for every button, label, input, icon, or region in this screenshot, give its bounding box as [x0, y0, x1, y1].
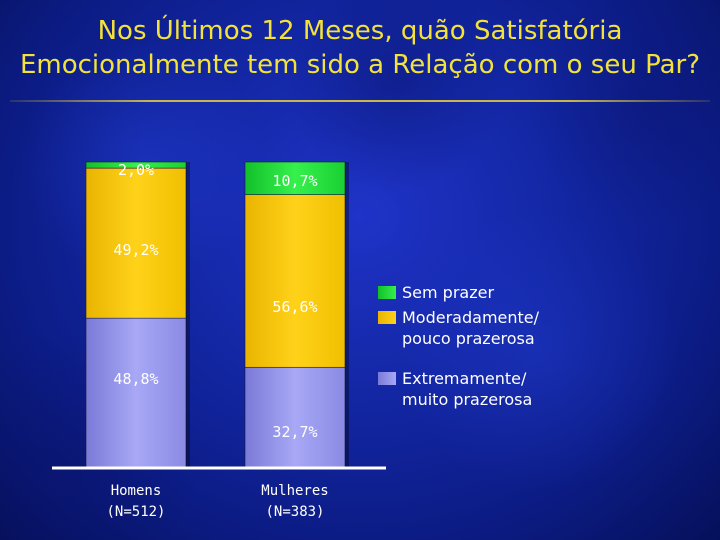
- bar-segment-extremamente-homens: [85, 317, 187, 468]
- bar-side-shade: [186, 318, 190, 467]
- legend-swatch-moderadamente: [378, 311, 396, 324]
- x-tick-labels-layer: Homens (N=512) Mulheres (N=383): [106, 483, 328, 520]
- chart-title-line-1: Nos Últimos 12 Meses, quão Satisfatória: [97, 16, 623, 46]
- legend-swatch-sem-prazer: [378, 286, 396, 299]
- bar-side-shade: [345, 194, 349, 368]
- legend-swatch-extremamente: [378, 372, 396, 385]
- bar-segment-moderadamente-homens: [85, 167, 187, 319]
- data-label-extremamente-mulheres: 32,7%: [272, 423, 317, 441]
- bar-segment-moderadamente-mulheres: [244, 194, 346, 368]
- legend-item-moderadamente: Moderadamente/ pouco prazerosa: [378, 307, 608, 349]
- legend-label-moderadamente-line-2: pouco prazerosa: [402, 329, 535, 348]
- data-label-extremamente-homens: 48,8%: [113, 370, 158, 388]
- title-divider: [10, 100, 710, 102]
- data-label-moderadamente-homens: 49,2%: [113, 241, 158, 259]
- legend: Sem prazer Moderadamente/ pouco prazeros…: [378, 282, 608, 410]
- legend-label-extremamente-line-1: Extremamente/: [402, 369, 527, 388]
- x-tick-label-homens-line-1: Homens: [111, 483, 162, 499]
- bar-segment-extremamente-mulheres: [244, 366, 346, 468]
- legend-item-extremamente: Extremamente/ muito prazerosa: [378, 368, 608, 410]
- legend-label-extremamente-line-2: muito prazerosa: [402, 390, 533, 409]
- bar-side-shade: [345, 162, 349, 195]
- bar-side-shade: [186, 168, 190, 319]
- data-label-sem-prazer-homens: 2,0%: [118, 161, 154, 179]
- bar-segment-sem-prazer-homens: [85, 161, 187, 169]
- data-label-sem-prazer-mulheres: 10,7%: [272, 172, 317, 190]
- x-tick-label-mulheres-line-1: Mulheres: [261, 483, 328, 499]
- bar-side-shade: [186, 162, 190, 169]
- bar-side-shade: [345, 367, 349, 467]
- legend-label-moderadamente-line-1: Moderadamente/: [402, 308, 540, 327]
- chart-title-line-2: Emocionalmente tem sido a Relação com o …: [19, 50, 701, 80]
- x-tick-label-homens-line-2: (N=512): [106, 504, 165, 520]
- chart-title: Nos Últimos 12 Meses, quão Satisfatória …: [0, 14, 720, 82]
- legend-item-sem-prazer: Sem prazer: [378, 282, 608, 303]
- x-tick-label-mulheres-line-2: (N=383): [265, 504, 324, 520]
- bars-layer: [85, 161, 349, 468]
- legend-label-sem-prazer: Sem prazer: [402, 283, 495, 302]
- bar-labels-layer: 48,8% 49,2% 2,0% 32,7% 56,6% 10,7%: [113, 161, 317, 441]
- data-label-moderadamente-mulheres: 56,6%: [272, 298, 317, 316]
- bar-segment-sem-prazer-mulheres: [244, 161, 346, 195]
